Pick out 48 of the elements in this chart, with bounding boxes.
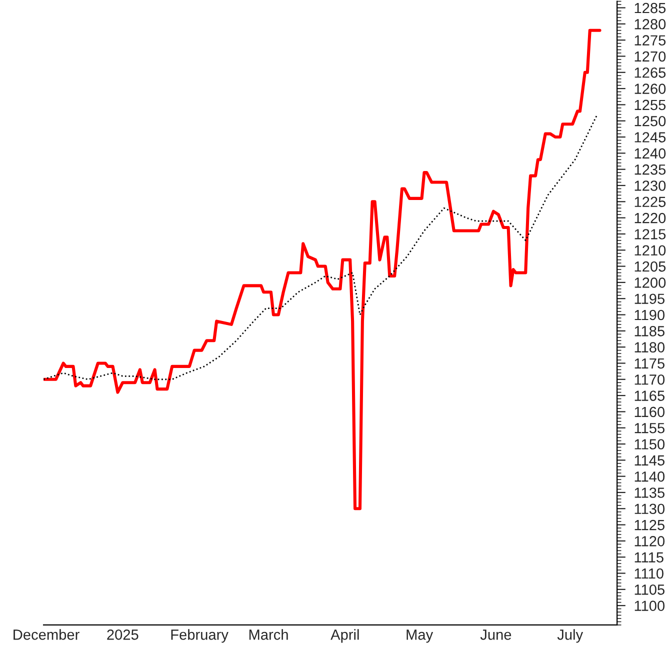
y-tick-label: 1140 <box>634 471 665 482</box>
x-tick-label: July <box>557 629 584 643</box>
y-tick-label: 1250 <box>634 116 666 126</box>
x-tick-label: February <box>171 629 228 643</box>
line-series <box>44 114 598 380</box>
y-tick-label: 1145 <box>634 455 664 466</box>
y-tick-label: 1130 <box>634 504 665 514</box>
x-tick-label: March <box>249 629 288 640</box>
x-tick-label: April <box>330 629 359 643</box>
y-tick-label: 1185 <box>634 326 664 336</box>
y-tick-label: 1205 <box>634 261 666 272</box>
y-tick-label: 1285 <box>634 2 666 14</box>
y-tick-label: 1200 <box>634 278 666 288</box>
line-series <box>44 28 602 510</box>
y-tick-label: 1220 <box>634 212 666 224</box>
y-tick-label: 1135 <box>634 488 664 498</box>
x-tick-label: June <box>480 630 512 640</box>
y-tick-label: 1195 <box>634 294 664 304</box>
y-tick-label: 1180 <box>634 342 665 352</box>
y-tick-label: 1280 <box>634 19 666 30</box>
y-tick-label: 1270 <box>634 51 666 62</box>
y-tick-label: 1155 <box>634 423 664 434</box>
y-tick-label: 1100 <box>634 600 665 611</box>
y-tick-label: 1265 <box>634 67 666 78</box>
y-tick-label: 1110 <box>634 568 664 579</box>
y-tick-label: 1120 <box>634 536 665 546</box>
y-tick-label: 1115 <box>634 552 664 563</box>
x-tick-label: December <box>14 629 80 640</box>
y-tick-label: 1275 <box>634 35 666 46</box>
y-tick-label: 1245 <box>634 132 666 142</box>
y-tick-label: 1215 <box>634 229 666 240</box>
x-tick-label: 2025 <box>107 630 138 640</box>
y-tick-label: 1125 <box>634 520 664 530</box>
y-tick-label: 1240 <box>634 148 666 159</box>
x-tick-label: May <box>406 630 434 643</box>
y-tick-label: 1175 <box>634 358 664 369</box>
y-tick-label: 1230 <box>634 180 666 191</box>
y-tick-label: 1225 <box>634 196 666 208</box>
y-tick-label: 1150 <box>634 439 665 450</box>
y-tick-label: 1235 <box>634 164 666 175</box>
y-tick-label: 1165 <box>634 390 664 401</box>
y-tick-label: 1190 <box>634 310 665 320</box>
y-tick-label: 1160 <box>634 406 665 418</box>
y-tick-label: 1260 <box>634 84 666 94</box>
y-tick-label: 1210 <box>634 245 666 256</box>
y-tick-label: 1255 <box>634 100 666 110</box>
y-tick-label: 1105 <box>634 584 664 595</box>
y-tick-label: 1170 <box>634 374 665 385</box>
